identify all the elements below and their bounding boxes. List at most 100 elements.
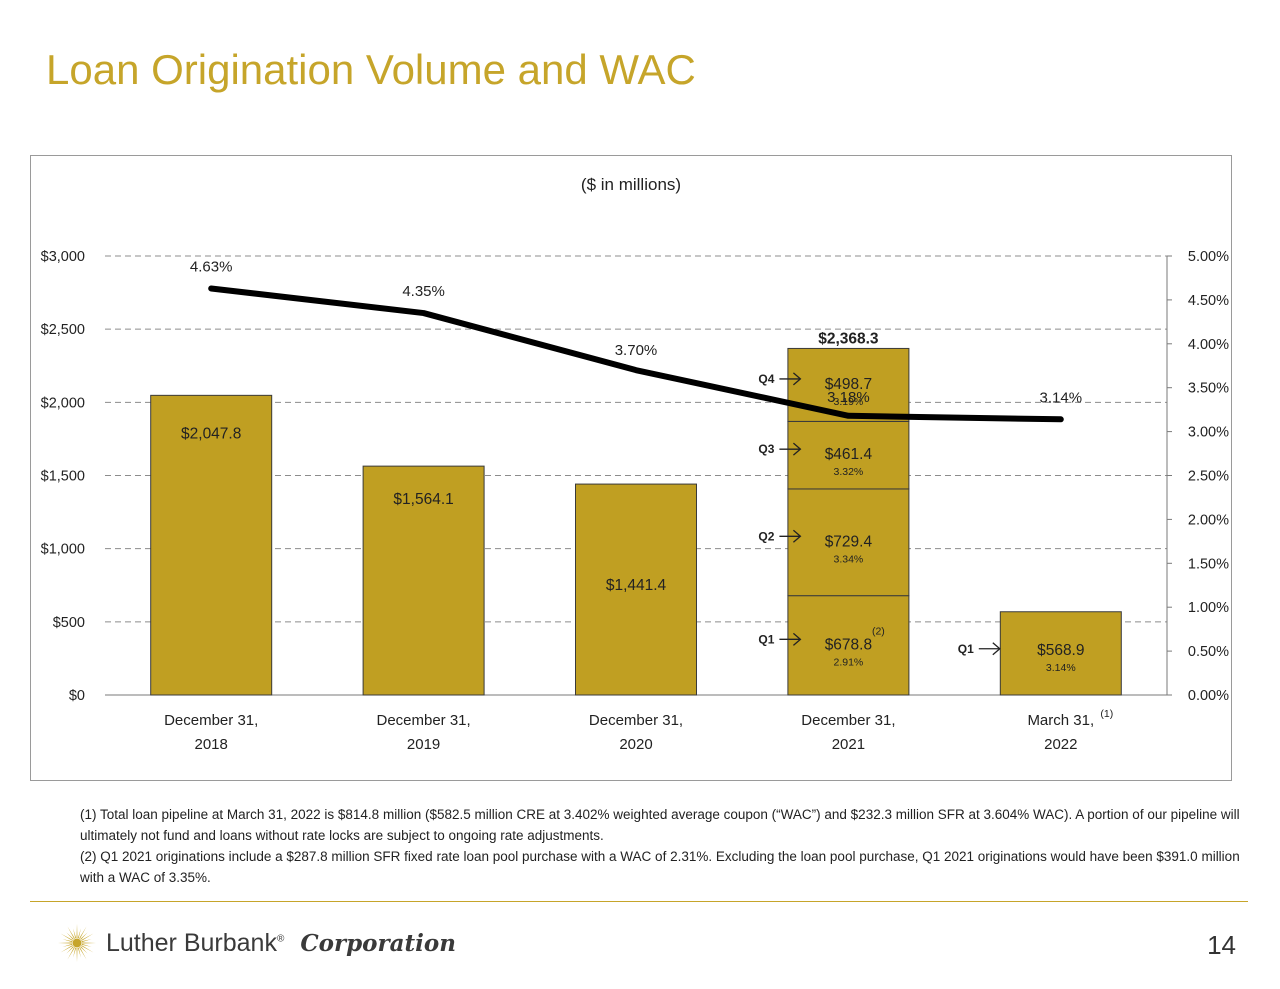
x-tick-label: 2018 xyxy=(195,736,228,753)
company-logo: Luther Burbank® Corporation xyxy=(56,918,456,968)
bar-value-label: $1,441.4 xyxy=(606,577,667,594)
bar xyxy=(999,611,1122,696)
y-right-tick-label: 2.00% xyxy=(1188,512,1229,528)
y-right-tick-label: 0.50% xyxy=(1188,644,1229,660)
sunburst-ray xyxy=(76,947,78,962)
sunburst-ray xyxy=(73,947,77,958)
sunburst-ray xyxy=(67,926,75,939)
y-right-tick-label: 4.00% xyxy=(1188,337,1229,353)
stacked-bar-segment xyxy=(787,420,910,490)
x-tick-label: December 31, xyxy=(801,712,895,729)
sunburst-ray xyxy=(62,943,73,947)
sunburst-ray xyxy=(76,924,78,939)
sunburst-ray xyxy=(80,946,88,954)
sunburst-ray xyxy=(81,939,92,943)
x-tick-label: 2022 xyxy=(1044,736,1077,753)
y-right-tick-label: 4.50% xyxy=(1188,293,1229,309)
sunburst-ray xyxy=(58,942,73,944)
origination-chart: ($ in millions) $0 $500 $1,000 $1,500 $2,000 $… xyxy=(41,175,1229,753)
bar xyxy=(150,394,273,696)
x-tick-superscript: (1) xyxy=(1100,708,1113,720)
y-left-tick-label: $1,500 xyxy=(41,469,85,485)
quarter-arrowhead xyxy=(792,372,802,386)
sunburst-ray xyxy=(60,933,73,941)
quarter-arrowhead xyxy=(792,529,802,543)
bar-value-label: $2,047.8 xyxy=(181,425,241,442)
page-number: 14 xyxy=(1207,930,1236,960)
chart-frame: ($ in millions) $0 $500 $1,000 $1,500 $2,000 $… xyxy=(30,155,1232,781)
page-title: Loan Origination Volume and WAC xyxy=(46,46,696,93)
y-right-tick-label: 1.00% xyxy=(1188,600,1229,616)
sunburst-ray xyxy=(77,947,81,958)
sunburst-ray xyxy=(79,926,87,939)
sunburst-ray xyxy=(67,947,75,960)
segment-wac-label: 3.19% xyxy=(834,396,864,408)
quarter-label: Q4 xyxy=(758,372,774,386)
sunburst-ray xyxy=(79,947,87,960)
segment-value-label: $729.4 xyxy=(825,533,873,550)
logo-registered-mark: ® xyxy=(276,933,285,945)
y-right-tick-label: 0.00% xyxy=(1188,688,1229,704)
quarter-arrowhead xyxy=(792,442,802,456)
sunburst-ray xyxy=(81,943,92,947)
logo-corporation: Corporation xyxy=(300,929,456,957)
sunburst-ray xyxy=(62,939,73,943)
segment-wac-label: 2.91% xyxy=(834,656,864,668)
segment-value-label: $678.8 xyxy=(825,636,872,653)
wac-data-label: 4.63% xyxy=(190,258,233,275)
y-left-tick-label: $0 xyxy=(69,688,85,704)
sunburst-ray xyxy=(81,945,94,953)
segment-wac-label: 3.34% xyxy=(834,553,864,565)
x-tick-label: December 31, xyxy=(164,712,258,729)
quarter-label: Q1 xyxy=(758,632,774,646)
sunburst-logo-icon xyxy=(58,924,96,962)
logo-name: Luther Burbank® xyxy=(106,929,284,958)
segment-wac-label: 3.32% xyxy=(834,466,864,478)
sunburst-ray xyxy=(73,928,77,939)
y-left-tick-label: $2,500 xyxy=(41,322,85,338)
sunburst-center xyxy=(72,938,82,948)
footer-divider xyxy=(30,901,1248,902)
y-left-tick-label: $2,000 xyxy=(41,395,85,411)
footnotes: (1) Total loan pipeline at March 31, 202… xyxy=(80,804,1240,888)
quarter-label: Q2 xyxy=(758,529,774,543)
footnote-1: (1) Total loan pipeline at March 31, 202… xyxy=(80,807,1240,843)
sunburst-ray xyxy=(81,933,94,941)
y-right-tick-label: 1.50% xyxy=(1188,556,1229,572)
x-tick-label: 2020 xyxy=(619,736,652,753)
quarter-label: Q1 xyxy=(958,642,974,656)
bar xyxy=(575,483,697,696)
last-bar-wac-label: 3.14% xyxy=(1046,662,1076,674)
sunburst-ray xyxy=(81,942,96,944)
sunburst-ray xyxy=(77,928,81,939)
wac-data-label: 3.18% xyxy=(827,389,870,406)
segment-superscript: (2) xyxy=(872,625,885,637)
y-left-tick-label: $1,000 xyxy=(41,542,85,558)
y-right-tick-label: 2.50% xyxy=(1188,469,1229,485)
wac-data-label: 4.35% xyxy=(402,283,445,300)
y-right-tick-label: 5.00% xyxy=(1188,249,1229,265)
sunburst-ray xyxy=(80,932,88,940)
y-left-tick-label: $500 xyxy=(53,615,85,631)
x-tick-label: December 31, xyxy=(376,712,470,729)
x-tick-label: 2019 xyxy=(407,736,440,753)
wac-data-label: 3.70% xyxy=(615,342,658,359)
stacked-total-label: $2,368.3 xyxy=(818,330,879,347)
segment-value-label: $498.7 xyxy=(825,376,872,393)
chart-subtitle: ($ in millions) xyxy=(581,175,681,194)
stacked-bar-segment xyxy=(787,595,910,696)
sunburst-ray xyxy=(66,932,74,940)
bar xyxy=(362,465,485,696)
quarter-arrowhead xyxy=(992,642,1001,656)
stacked-bar-segment xyxy=(787,488,910,597)
sunburst-ray xyxy=(60,945,73,953)
y-right-tick-label: 3.00% xyxy=(1188,425,1229,441)
logo-name-text: Luther Burbank xyxy=(106,928,277,957)
y-right-tick-label: 3.50% xyxy=(1188,381,1229,397)
quarter-arrowhead xyxy=(792,632,802,646)
bar-value-label: $568.9 xyxy=(1037,642,1084,659)
bar-value-label: $1,564.1 xyxy=(393,491,453,508)
x-tick-label: March 31, xyxy=(1027,712,1094,729)
y-left-tick-label: $3,000 xyxy=(41,249,85,265)
x-tick-label: 2021 xyxy=(832,736,865,753)
